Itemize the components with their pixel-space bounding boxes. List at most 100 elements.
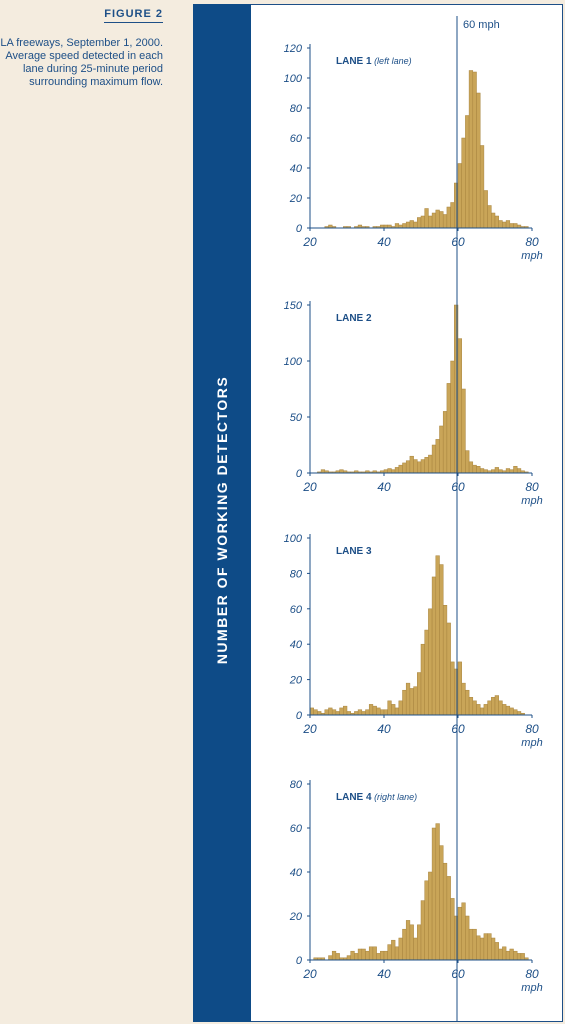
x-tick-label: 60: [451, 722, 465, 736]
histogram-bar: [424, 457, 429, 474]
x-tick-label: 80: [525, 480, 539, 494]
histogram-bar: [487, 205, 492, 229]
histogram-bar: [324, 709, 329, 716]
x-tick-label: 40: [377, 235, 391, 249]
histogram-bar: [442, 411, 448, 474]
histogram-bar: [402, 462, 407, 474]
y-tick-label: 60: [290, 823, 303, 835]
histogram-bar: [505, 468, 511, 474]
histogram-bar: [431, 827, 437, 961]
y-tick-label: 20: [289, 675, 303, 687]
histogram-bar: [509, 469, 514, 474]
histogram-bar: [461, 388, 466, 474]
histogram-bar: [479, 145, 485, 229]
y-tick-label: 100: [284, 73, 303, 85]
histogram-bar: [457, 338, 462, 474]
histogram-bar: [513, 950, 518, 961]
histogram-bar: [487, 700, 492, 716]
histogram-bar: [361, 711, 366, 716]
histogram-bar: [391, 704, 396, 716]
x-axis-unit-label: mph: [521, 982, 542, 994]
histogram-bar: [439, 425, 444, 474]
histogram-bar: [361, 948, 366, 961]
histogram-bar: [516, 468, 522, 474]
histogram-bar: [380, 709, 385, 716]
y-axis-band: [193, 4, 251, 1022]
histogram-bar: [376, 707, 381, 716]
histogram-bar: [354, 953, 359, 961]
x-tick-label: 20: [302, 967, 317, 981]
histogram-bar: [394, 946, 400, 961]
y-tick-label: 0: [296, 955, 303, 967]
histogram-bar: [413, 686, 418, 716]
histogram-bar: [472, 700, 477, 716]
histogram-bar: [494, 215, 499, 229]
y-tick-label: 150: [284, 300, 303, 312]
figure-label: FIGURE 2: [104, 8, 163, 23]
histogram-bar: [387, 700, 392, 716]
histogram-bar: [476, 466, 481, 474]
histogram-bar: [428, 454, 433, 474]
histogram-bar: [339, 469, 344, 474]
x-tick-label: 20: [302, 722, 317, 736]
sixty-mph-reference-label: 60 mph: [463, 19, 500, 31]
histogram-bar: [335, 953, 340, 961]
histogram-bar: [335, 711, 340, 716]
histogram-bar: [346, 955, 351, 961]
histogram-bar: [487, 933, 492, 961]
x-tick-label: 40: [377, 480, 391, 494]
histogram-bar: [435, 555, 440, 716]
histogram-bar: [394, 467, 400, 474]
histogram-bar: [398, 464, 403, 474]
lane-subtitle: (right lane): [372, 792, 418, 802]
histogram-bar: [479, 707, 485, 716]
y-tick-label: 0: [296, 468, 303, 480]
histogram-bar: [320, 469, 326, 474]
histogram-bar: [468, 70, 474, 229]
histogram-bar: [498, 220, 503, 229]
histogram-bar: [420, 215, 425, 229]
histogram-bar: [442, 862, 448, 961]
histogram-bar: [387, 468, 392, 474]
histogram-bar: [465, 115, 470, 229]
y-tick-label: 60: [290, 604, 303, 616]
histogram-bar: [431, 444, 437, 474]
histogram-bar: [383, 469, 388, 474]
y-tick-label: 20: [289, 911, 303, 923]
x-tick-label: 80: [525, 722, 539, 736]
histogram-bar: [435, 209, 440, 229]
histogram-bar: [494, 942, 499, 961]
histogram-bar: [372, 705, 377, 716]
histogram-bar: [450, 898, 455, 961]
histogram-bar: [435, 439, 440, 474]
lane-title: LANE 4 (right lane): [336, 792, 417, 803]
histogram-bar: [513, 223, 518, 229]
histogram-bar: [405, 682, 411, 716]
x-tick-label: 40: [377, 967, 391, 981]
histogram-bar: [491, 212, 496, 229]
histogram-bar: [494, 695, 499, 716]
histogram-bar: [331, 950, 337, 961]
histogram-bar: [483, 469, 488, 474]
histogram-bar: [468, 461, 474, 474]
histogram-bar: [516, 953, 522, 961]
histogram-bar: [442, 214, 448, 229]
x-tick-label: 20: [302, 480, 317, 494]
histogram-bar: [387, 944, 392, 961]
lane-title: LANE 3: [336, 546, 372, 557]
histogram-bar: [472, 71, 477, 229]
caption-text: LA freeways, September 1, 2000. Average …: [0, 37, 163, 88]
histogram-bar: [476, 704, 481, 716]
histogram-bar: [413, 459, 418, 474]
histogram-bar: [461, 902, 466, 961]
histogram-bar: [354, 711, 359, 716]
histogram-bar: [446, 622, 451, 716]
histogram-bar: [520, 953, 525, 961]
chart-panel: [193, 4, 563, 1022]
x-axis-unit-label: mph: [521, 495, 542, 507]
lane-title: LANE 2: [336, 313, 372, 324]
histogram-bar: [483, 704, 488, 716]
